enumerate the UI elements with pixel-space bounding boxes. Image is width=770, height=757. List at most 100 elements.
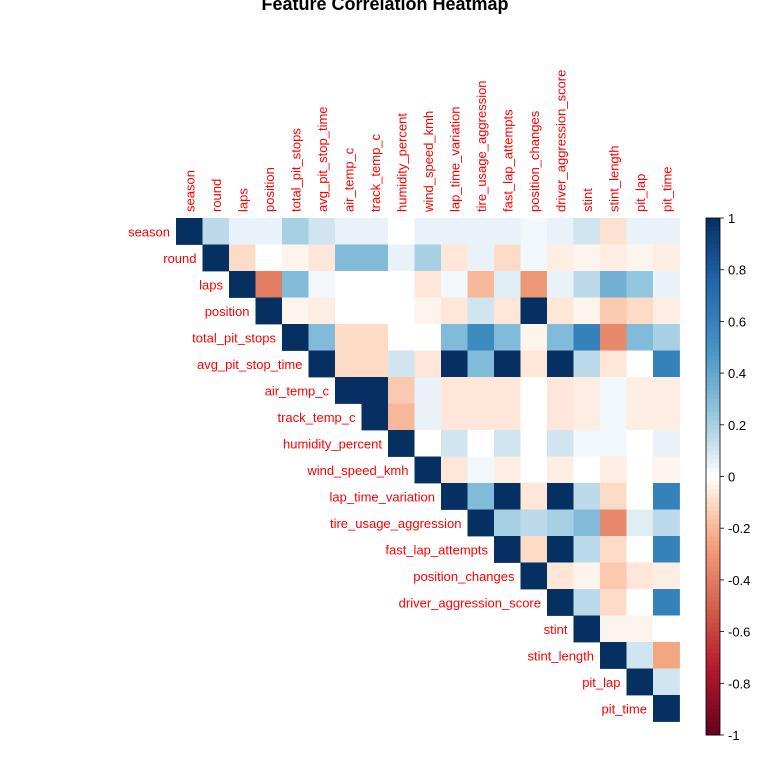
- heatmap-cell-lap_time_variation-pit_time: [653, 483, 680, 510]
- heatmap-cell-track_temp_c-wind_speed_kmh: [414, 403, 442, 431]
- heatmap-cell-wind_speed_kmh-driver_aggression_score: [547, 456, 574, 484]
- heatmap-cell-stint-stint_length: [600, 615, 627, 643]
- heatmap-cell-season-stint_length: [600, 218, 627, 245]
- heatmap-cell-avg_pit_stop_time-tire_usage_aggression: [467, 350, 495, 378]
- row-label-position_changes: position_changes: [413, 569, 515, 584]
- heatmap-cell-round-stint: [573, 244, 601, 272]
- colorbar-segment: [706, 433, 720, 439]
- heatmap-cell-position-stint: [573, 297, 601, 325]
- heatmap-cell-tire_usage_aggression-pit_lap: [626, 509, 654, 537]
- colorbar-segment: [706, 355, 720, 361]
- colorbar: 1 0.8 0.6 0.4 0.2 0 -0.2 -0.4 -0.6 -0.8 -1: [705, 211, 750, 743]
- heatmap-cell-lap_time_variation-tire_usage_aggression: [467, 483, 495, 510]
- heatmap-cell-total_pit_stops-position_changes: [520, 324, 548, 351]
- row-label-tire_usage_aggression: tire_usage_aggression: [330, 516, 462, 531]
- heatmap-cell-fast_lap_attempts-stint: [573, 536, 601, 563]
- heatmap-cell-round-position: [255, 244, 283, 272]
- heatmap-cell-stint_length-pit_time: [653, 642, 680, 669]
- colorbar-segment: [706, 635, 720, 641]
- colorbar-segment: [706, 601, 720, 607]
- colorbar-segment: [706, 528, 720, 534]
- colorbar-segment: [706, 398, 720, 404]
- heatmap-cell-round-laps: [229, 244, 256, 272]
- colorbar-segment: [706, 450, 720, 456]
- heatmap-cell-total_pit_stops-stint_length: [600, 324, 627, 351]
- heatmap-cell-air_temp_c-stint: [573, 377, 601, 404]
- heatmap-cell-stint_length-stint_length: [600, 642, 627, 669]
- heatmap-cell-position-air_temp_c: [335, 297, 362, 325]
- heatmap-cell-laps-fast_lap_attempts: [494, 271, 521, 298]
- heatmap-cell-pit_lap-pit_lap: [626, 668, 654, 696]
- heatmap-cell-fast_lap_attempts-driver_aggression_score: [547, 536, 574, 563]
- colorbar-segment: [706, 248, 720, 253]
- row-label-stint_length: stint_length: [528, 648, 595, 663]
- colorbar-segment: [706, 726, 720, 732]
- column-label-wind_speed_kmh: wind_speed_kmh: [421, 111, 436, 213]
- row-label-round: round: [163, 251, 196, 266]
- colorbar-segment: [706, 588, 720, 594]
- heatmap-cell-position_changes-stint_length: [600, 562, 627, 590]
- heatmap-cell-laps-air_temp_c: [335, 271, 362, 298]
- heatmap-cell-avg_pit_stop_time-driver_aggression_score: [547, 350, 574, 378]
- row-label-air_temp_c: air_temp_c: [265, 383, 330, 398]
- heatmap-cell-humidity_percent-stint: [573, 430, 601, 457]
- heatmap-cell-air_temp_c-air_temp_c: [335, 377, 362, 404]
- heatmap-cell-position-total_pit_stops: [282, 297, 309, 325]
- colorbar-segment: [706, 256, 720, 262]
- heatmap-cell-wind_speed_kmh-pit_time: [653, 456, 680, 484]
- heatmap-cell-avg_pit_stop_time-wind_speed_kmh: [414, 350, 442, 378]
- heatmap-cell-air_temp_c-lap_time_variation: [441, 377, 468, 404]
- heatmap-cell-avg_pit_stop_time-humidity_percent: [388, 350, 415, 378]
- heatmap-cell-driver_aggression_score-stint_length: [600, 589, 627, 616]
- heatmap-cell-tire_usage_aggression-fast_lap_attempts: [494, 509, 521, 537]
- heatmap-cell-track_temp_c-position_changes: [520, 403, 548, 431]
- colorbar-segment: [706, 700, 720, 706]
- heatmap-cell-position-humidity_percent: [388, 297, 415, 325]
- colorbar-segment: [706, 592, 720, 598]
- heatmap-cell-position_changes-stint: [573, 562, 601, 590]
- heatmap-cell-humidity_percent-position_changes: [520, 430, 548, 457]
- heatmap-cell-tire_usage_aggression-tire_usage_aggression: [467, 509, 495, 537]
- colorbar-segment: [706, 631, 720, 637]
- colorbar-segment: [706, 704, 720, 710]
- heatmap-cell-air_temp_c-fast_lap_attempts: [494, 377, 521, 404]
- heatmap-cell-round-tire_usage_aggression: [467, 244, 495, 272]
- heatmap-cell-position-stint_length: [600, 297, 627, 325]
- colorbar-segment: [706, 566, 720, 572]
- colorbar-segment: [706, 549, 720, 555]
- heatmap-cell-total_pit_stops-wind_speed_kmh: [414, 324, 442, 351]
- heatmap-cell-total_pit_stops-driver_aggression_score: [547, 324, 574, 351]
- heatmap-cell-laps-lap_time_variation: [441, 271, 468, 298]
- colorbar-segment: [706, 411, 720, 417]
- column-label-stint: stint: [580, 188, 595, 212]
- colorbar-segment: [706, 243, 720, 249]
- heatmap-cell-round-pit_time: [653, 244, 680, 272]
- column-label-stint_length: stint_length: [606, 146, 621, 213]
- row-label-fast_lap_attempts: fast_lap_attempts: [385, 542, 488, 557]
- heatmap-cell-season-track_temp_c: [361, 218, 389, 245]
- heatmap-cell-total_pit_stops-air_temp_c: [335, 324, 362, 351]
- heatmap-cell-tire_usage_aggression-pit_time: [653, 509, 680, 537]
- heatmap-cell-season-wind_speed_kmh: [414, 218, 442, 245]
- heatmap-cell-total_pit_stops-track_temp_c: [361, 324, 389, 351]
- colorbar-segment: [706, 536, 720, 542]
- heatmap-cell-season-pit_time: [653, 218, 680, 245]
- colorbar-segment: [706, 554, 720, 559]
- heatmap-cell-season-round: [202, 218, 230, 245]
- heatmap-cell-round-track_temp_c: [361, 244, 389, 272]
- colorbar-segment: [706, 295, 720, 301]
- heatmap-cell-pit_time-pit_time: [653, 695, 680, 722]
- row-label-driver_aggression_score: driver_aggression_score: [399, 595, 541, 610]
- colorbar-segment: [706, 687, 720, 693]
- heatmap-cells: [176, 218, 680, 722]
- colorbar-segment: [706, 347, 720, 353]
- heatmap-cell-fast_lap_attempts-pit_time: [653, 536, 680, 563]
- column-label-pit_time: pit_time: [659, 166, 674, 212]
- column-label-avg_pit_stop_time: avg_pit_stop_time: [315, 106, 330, 212]
- heatmap-cell-air_temp_c-driver_aggression_score: [547, 377, 574, 404]
- column-label-season: season: [182, 170, 197, 212]
- colorbar-segment: [706, 317, 720, 322]
- colorbar-segment: [706, 480, 720, 486]
- colorbar-segment: [706, 519, 720, 525]
